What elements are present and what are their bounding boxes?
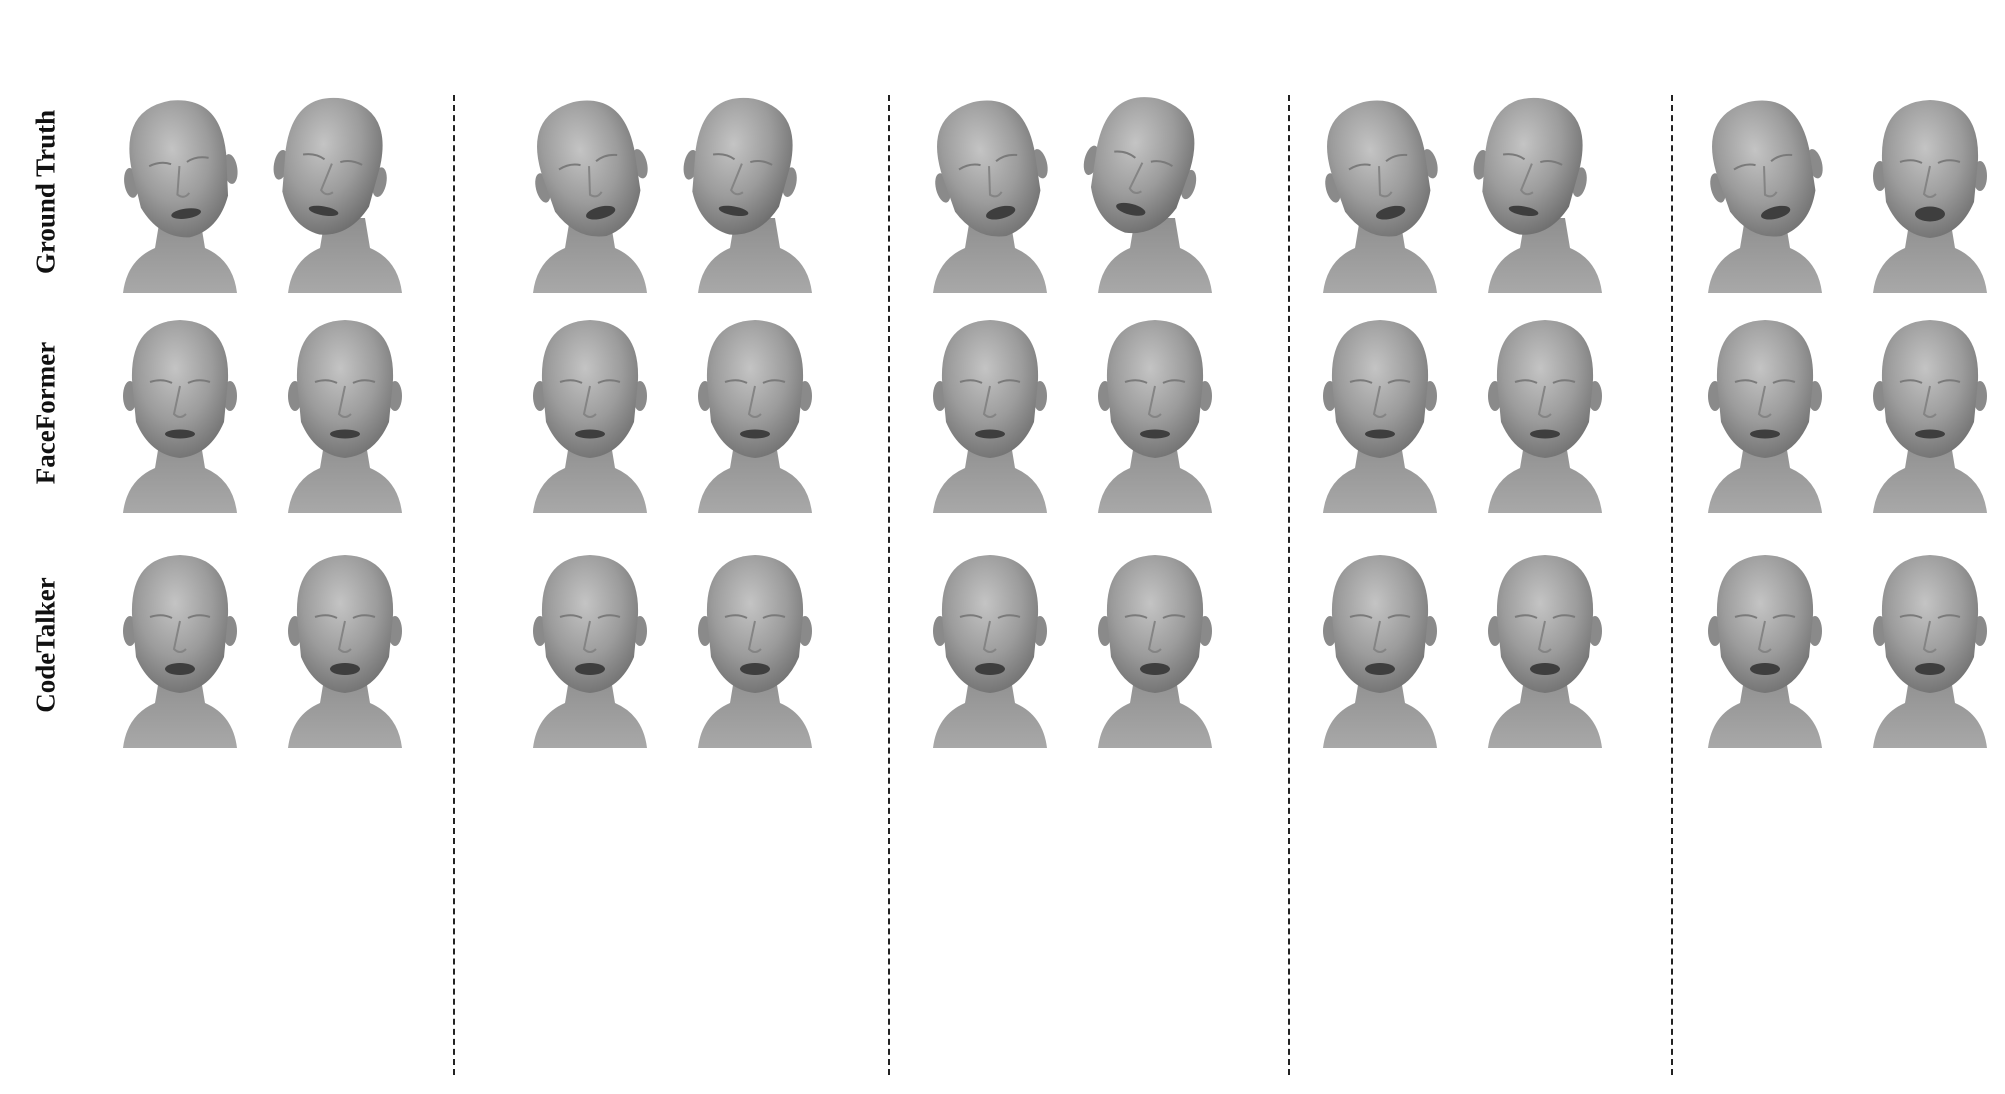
head-mesh-render	[680, 545, 830, 750]
head-mesh-render	[270, 310, 420, 515]
head-mesh-render	[1470, 545, 1620, 750]
group-divider-2	[888, 95, 890, 1075]
head-mesh-render	[105, 90, 255, 295]
head-mesh-render	[270, 90, 420, 295]
head-mesh-render	[1305, 90, 1455, 295]
head-mesh-render	[1305, 310, 1455, 515]
head-mesh-render	[915, 310, 1065, 515]
head-mesh-render	[515, 310, 665, 515]
head-mesh-render	[515, 545, 665, 750]
head-mesh-render	[1855, 545, 2005, 750]
head-mesh-render	[915, 90, 1065, 295]
head-mesh-render	[1305, 545, 1455, 750]
head-mesh-render	[105, 545, 255, 750]
head-mesh-render	[1470, 90, 1620, 295]
head-mesh-render	[1080, 545, 1230, 750]
head-mesh-render	[1470, 310, 1620, 515]
head-mesh-render	[270, 545, 420, 750]
group-divider-4	[1671, 95, 1673, 1075]
head-mesh-render	[680, 310, 830, 515]
group-divider-1	[453, 95, 455, 1075]
head-mesh-render	[1690, 90, 1840, 295]
head-mesh-render	[1855, 310, 2005, 515]
head-mesh-render	[915, 545, 1065, 750]
head-mesh-render	[515, 90, 665, 295]
head-mesh-render	[1080, 310, 1230, 515]
head-mesh-render	[680, 90, 830, 295]
head-mesh-render	[1855, 90, 2005, 295]
head-mesh-render	[105, 310, 255, 515]
group-divider-3	[1288, 95, 1290, 1075]
head-mesh-render	[1690, 545, 1840, 750]
head-mesh-render	[1080, 90, 1230, 295]
head-mesh-render	[1690, 310, 1840, 515]
